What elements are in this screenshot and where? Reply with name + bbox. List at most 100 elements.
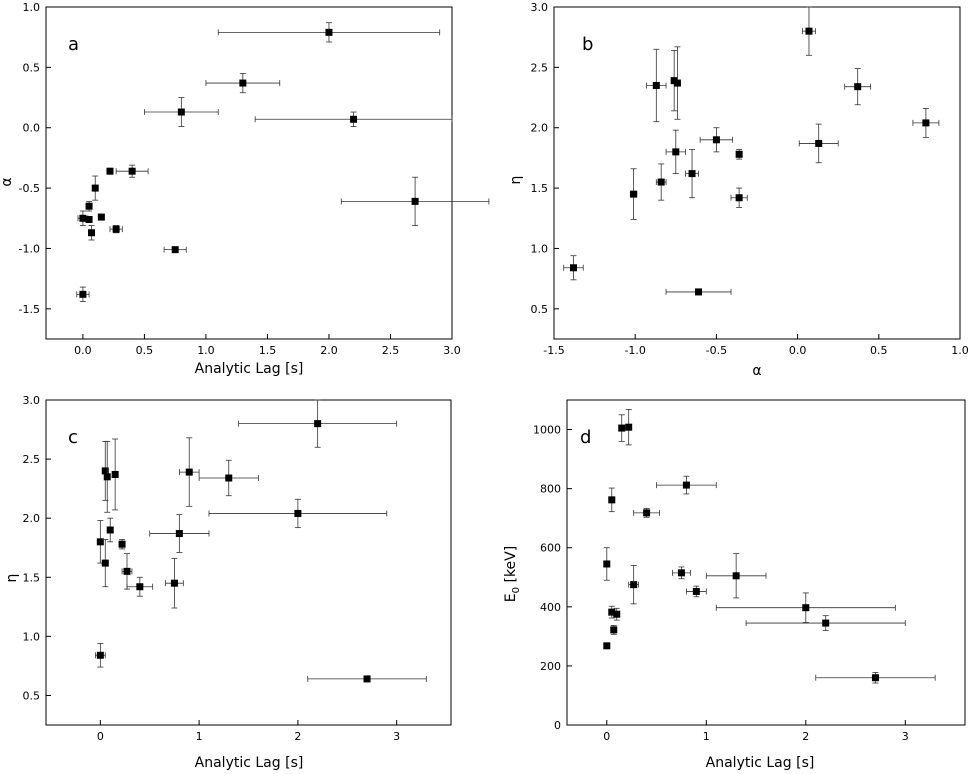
data-point-c bbox=[149, 514, 210, 553]
y-tick-label-c: 1.0 bbox=[23, 630, 41, 643]
data-point-b bbox=[665, 129, 686, 175]
data-point-d bbox=[715, 592, 896, 623]
data-point-a bbox=[85, 215, 93, 223]
data-point-a bbox=[217, 22, 441, 43]
square-marker bbox=[97, 213, 105, 221]
square-marker bbox=[411, 197, 419, 205]
data-point-d bbox=[618, 414, 626, 442]
plot-frame-c bbox=[45, 399, 452, 726]
x-tick-label-a: 1.5 bbox=[259, 344, 277, 357]
y-axis-label-d: E0 [keV] bbox=[503, 546, 522, 602]
square-marker bbox=[101, 559, 109, 567]
square-marker bbox=[677, 569, 685, 577]
square-marker bbox=[175, 530, 183, 538]
square-marker bbox=[85, 202, 93, 210]
data-point-a bbox=[77, 210, 89, 226]
data-point-d bbox=[633, 508, 660, 518]
x-tick-label-b: -1.5 bbox=[543, 344, 564, 357]
panel-label-b: b bbox=[582, 34, 593, 55]
data-point-d bbox=[608, 605, 616, 619]
panel-label-c: c bbox=[68, 427, 78, 448]
square-marker bbox=[822, 619, 830, 627]
square-marker bbox=[225, 474, 233, 482]
x-tick-label-c: 3 bbox=[393, 730, 400, 743]
x-tick-label-a: 1.0 bbox=[197, 344, 215, 357]
x-tick-label-c: 0 bbox=[97, 730, 104, 743]
y-axis-label-d-main: E bbox=[503, 593, 519, 602]
square-marker bbox=[569, 264, 577, 272]
square-marker bbox=[815, 139, 823, 147]
square-marker bbox=[112, 225, 120, 233]
y-tick-label-c: 0.5 bbox=[23, 689, 41, 702]
data-point-b bbox=[699, 127, 734, 153]
data-point-c bbox=[106, 517, 114, 543]
data-point-c bbox=[101, 440, 109, 501]
data-point-c bbox=[208, 498, 388, 529]
x-tick-label-a: 0.0 bbox=[74, 344, 92, 357]
panel-d: 0 1 2 3 0 200 400 600 800 1000 d Analytic Lag [s]… bbox=[503, 399, 966, 771]
square-marker bbox=[682, 481, 690, 489]
data-point-c bbox=[121, 553, 133, 590]
square-marker bbox=[608, 496, 616, 504]
data-point-d bbox=[613, 607, 621, 621]
square-marker bbox=[185, 468, 193, 476]
data-point-a bbox=[254, 111, 453, 127]
x-axis-label-d: Analytic Lag [s] bbox=[706, 755, 815, 771]
y-tick-label-c: 3.0 bbox=[23, 394, 41, 407]
data-point-b bbox=[646, 48, 667, 123]
square-marker bbox=[136, 583, 144, 591]
data-point-b bbox=[844, 68, 872, 106]
data-point-d bbox=[745, 615, 906, 631]
data-point-c bbox=[238, 399, 398, 448]
square-marker bbox=[613, 610, 621, 618]
data-point-d bbox=[603, 547, 611, 581]
square-marker bbox=[106, 526, 114, 534]
square-marker bbox=[101, 467, 109, 475]
square-marker bbox=[79, 214, 87, 222]
x-tick-label-d: 1 bbox=[703, 730, 710, 743]
square-marker bbox=[630, 581, 638, 589]
data-point-c bbox=[178, 437, 200, 507]
square-marker bbox=[603, 642, 611, 650]
y-tick-label-d: 600 bbox=[540, 542, 561, 555]
data-point-c bbox=[198, 459, 259, 497]
data-point-b bbox=[912, 108, 940, 138]
data-point-b bbox=[629, 168, 638, 220]
data-point-c bbox=[94, 643, 106, 668]
y-tick-label-b: 3.0 bbox=[531, 1, 549, 14]
data-point-a bbox=[106, 167, 114, 175]
data-point-b bbox=[735, 149, 743, 160]
data-point-c bbox=[165, 557, 184, 609]
ticks-a: 0.0 0.5 1.0 1.5 2.0 2.5 3.0 -1.5 -1.0 -0.5 0.0 0.5 1… bbox=[19, 1, 461, 357]
panel-a: 0.0 0.5 1.0 1.5 2.0 2.5 3.0 -1.5 -1.0 -0.5 0.0 0.5 1… bbox=[0, 1, 490, 377]
data-point-a bbox=[88, 225, 96, 241]
x-tick-label-b: 0.0 bbox=[789, 344, 807, 357]
data-point-d bbox=[672, 566, 691, 580]
x-tick-label-d: 0 bbox=[603, 730, 610, 743]
data-point-a bbox=[205, 73, 281, 94]
square-marker bbox=[732, 572, 740, 580]
y-tick-label-c: 2.5 bbox=[23, 453, 41, 466]
data-points-a bbox=[76, 22, 490, 302]
x-tick-label-b: 0.5 bbox=[870, 344, 888, 357]
panel-c: 0 1 2 3 0.5 1.0 1.5 2.0 2.5 3.0 c Analytic Lag [s… bbox=[4, 394, 452, 771]
panel-label-d: d bbox=[580, 427, 591, 448]
data-point-a bbox=[163, 246, 187, 254]
data-point-b bbox=[673, 46, 681, 120]
y-tick-label-d: 400 bbox=[540, 601, 561, 614]
ticks-d: 0 1 2 3 0 200 400 600 800 1000 bbox=[533, 424, 909, 743]
y-axis-label-d-sub: 0 bbox=[511, 587, 522, 593]
x-tick-label-c: 1 bbox=[196, 730, 203, 743]
data-point-b bbox=[655, 163, 667, 201]
data-point-a bbox=[109, 225, 123, 234]
plot-frame-a bbox=[45, 6, 453, 340]
data-point-b bbox=[730, 187, 748, 208]
x-axis-label-c: Analytic Lag [s] bbox=[195, 755, 304, 771]
data-point-b bbox=[802, 6, 816, 56]
y-axis-label-d-unit: [keV] bbox=[503, 546, 519, 587]
square-marker bbox=[735, 150, 743, 158]
square-marker bbox=[618, 424, 626, 432]
data-point-b bbox=[665, 288, 732, 296]
data-point-a bbox=[115, 164, 149, 178]
